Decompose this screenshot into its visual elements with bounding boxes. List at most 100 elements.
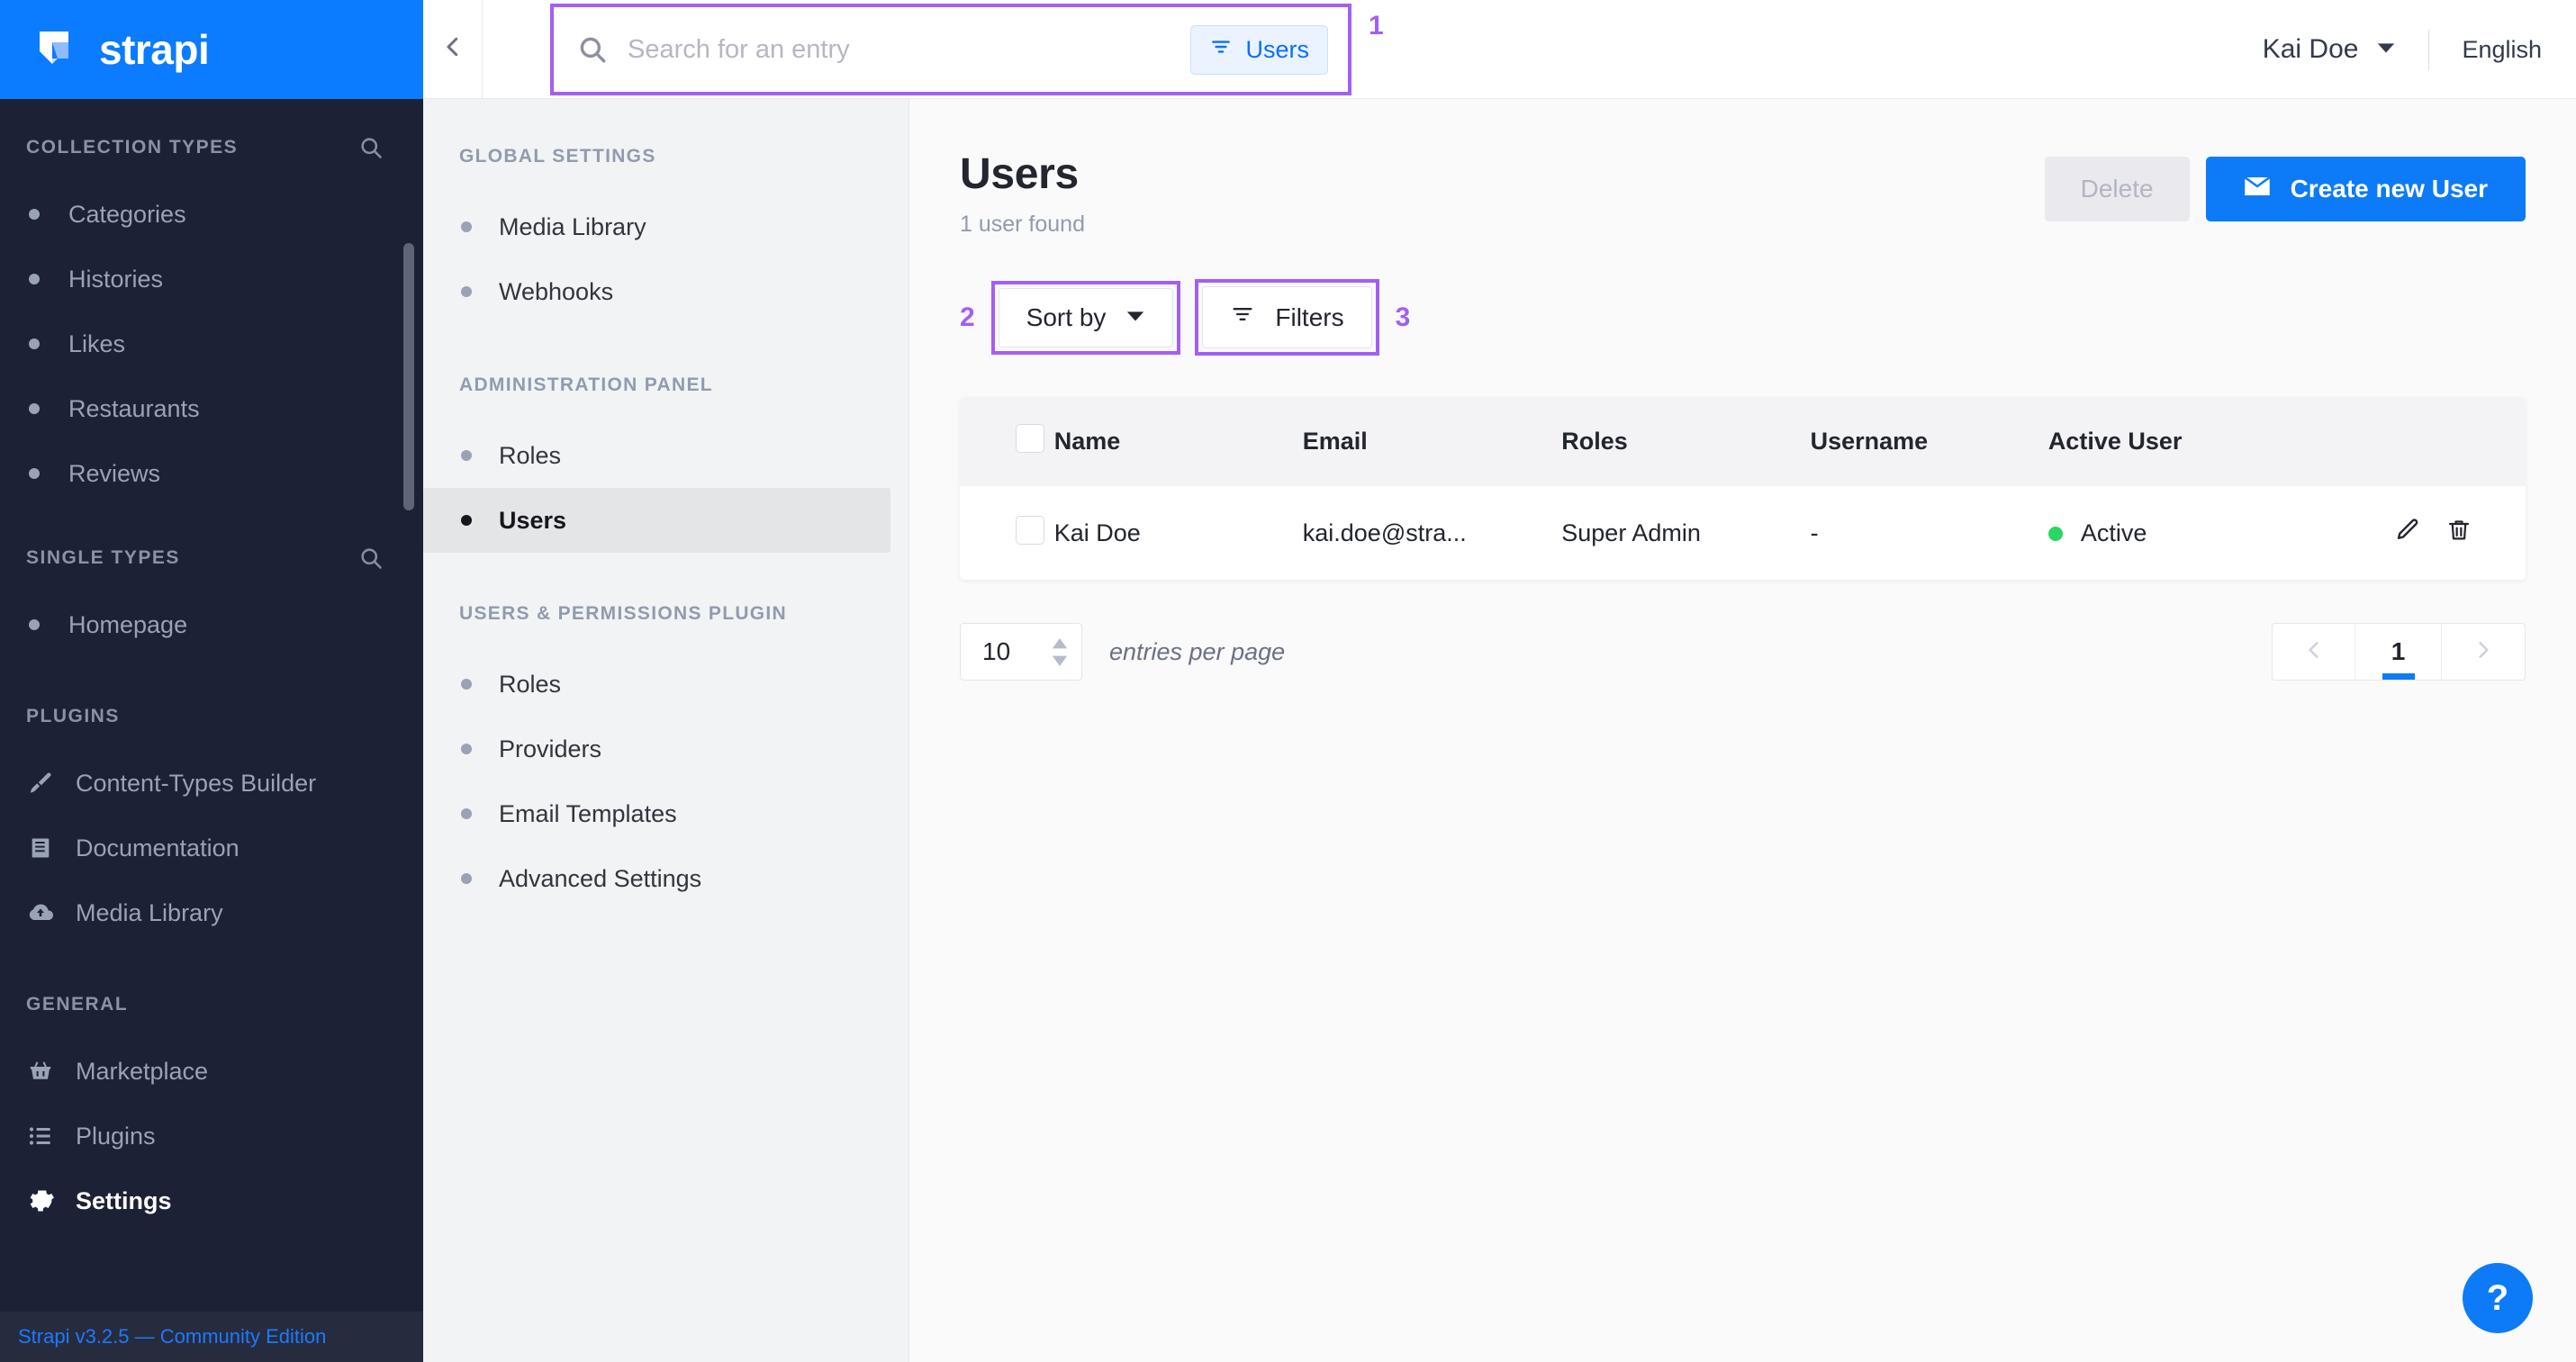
table-row[interactable]: Kai Doe kai.doe@stra... Super Admin - Ac… (960, 486, 2526, 580)
user-menu[interactable]: Kai Doe (2263, 34, 2429, 65)
subnav-item-providers[interactable]: Providers (423, 717, 890, 781)
sidebar-item-settings[interactable]: Settings (0, 1168, 423, 1233)
search-input[interactable] (628, 34, 1191, 65)
subnav-item-roles-admin[interactable]: Roles (423, 423, 890, 488)
language-selector[interactable]: English (2462, 35, 2542, 63)
sidebar-item-homepage[interactable]: Homepage (0, 592, 423, 657)
subnav-item-roles-plugin[interactable]: Roles (423, 652, 890, 717)
sidebar-section-collection-types: COLLECTION TYPES Categories (0, 122, 423, 510)
sidebar-item-likes[interactable]: Likes (0, 311, 423, 376)
previous-page-button[interactable] (2273, 624, 2355, 680)
sidebar-item-marketplace[interactable]: Marketplace (0, 1039, 423, 1104)
brand-header[interactable]: strapi (0, 0, 423, 99)
subnav-item-email-templates[interactable]: Email Templates (423, 781, 890, 846)
status-dot-icon (2047, 527, 2063, 542)
subnav-item-label: Roles (499, 441, 562, 469)
subnav-item-label: Media Library (499, 212, 646, 240)
subnav-item-webhooks[interactable]: Webhooks (423, 259, 890, 324)
sidebar-item-media-library[interactable]: Media Library (0, 880, 423, 945)
subnav-item-advanced-settings[interactable]: Advanced Settings (423, 846, 890, 911)
filter-icon (1230, 302, 1255, 333)
delete-button[interactable]: Delete (2044, 157, 2190, 221)
page-number-1[interactable]: 1 (2355, 624, 2442, 680)
bullet-icon (461, 679, 472, 690)
search-icon[interactable] (358, 135, 384, 160)
subnav-section-users-permissions-plugin: USERS & PERMISSIONS PLUGIN Roles Provide… (423, 603, 908, 911)
row-checkbox[interactable] (1016, 515, 1044, 545)
sidebar-item-histories[interactable]: Histories (0, 247, 423, 311)
table-header-row: Name Email Roles Username Active User (960, 397, 2526, 486)
sidebar-section-plugins: PLUGINS Content-Types Builder (0, 691, 423, 945)
caret-down-icon (2376, 38, 2396, 62)
pagination-control: 1 (2272, 623, 2526, 681)
chip-label: Users (1245, 35, 1309, 63)
collapse-sidebar-button[interactable] (423, 0, 483, 99)
annotation-marker-3: 3 (1395, 302, 1411, 332)
subnav-item-users[interactable]: Users (423, 488, 890, 553)
sort-by-annotation-box: Sort by (990, 280, 1181, 355)
status-badge: Active (2080, 519, 2147, 546)
create-new-user-button[interactable]: Create new User (2205, 157, 2526, 221)
subnav-item-media-library[interactable]: Media Library (423, 194, 890, 259)
caret-down-icon (1125, 303, 1145, 332)
column-header-email[interactable]: Email (1302, 428, 1368, 455)
cloud-upload-icon (25, 897, 56, 928)
subnav-section-title: USERS & PERMISSIONS PLUGIN (459, 603, 788, 624)
cell-email: kai.doe@stra... (1302, 519, 1467, 546)
sidebar-section-single-types: SINGLE TYPES Homepage (0, 533, 423, 657)
search-icon[interactable] (358, 546, 384, 571)
sidebar-footer: Strapi v3.2.5 — Community Edition (0, 1312, 423, 1362)
global-search-bar[interactable]: Users (550, 4, 1351, 95)
sidebar-item-content-types-builder[interactable]: Content-Types Builder (0, 751, 423, 816)
sort-by-button[interactable]: Sort by (998, 287, 1174, 347)
pencil-icon[interactable] (2394, 517, 2421, 544)
per-page-value: 10 (982, 637, 1011, 665)
sidebar-scrollbar[interactable] (403, 243, 414, 510)
select-all-header (960, 397, 1054, 486)
sidebar-item-label: Media Library (76, 898, 223, 926)
subnav-item-label: Advanced Settings (499, 864, 702, 892)
bullet-icon (461, 515, 472, 526)
entries-per-page-select[interactable]: 10 (960, 623, 1082, 681)
sidebar-item-reviews[interactable]: Reviews (0, 441, 423, 506)
select-all-checkbox[interactable] (1016, 424, 1044, 453)
filters-annotation-box: Filters (1195, 279, 1379, 356)
section-title: COLLECTION TYPES (26, 137, 239, 158)
per-page-control: 10 entries per page (960, 623, 1285, 681)
bullet-icon (461, 873, 472, 884)
sidebar-item-label: Likes (68, 329, 126, 357)
column-header-username[interactable]: Username (1810, 428, 1929, 455)
cell-roles: Super Admin (1561, 519, 1701, 546)
version-link[interactable]: Strapi v3.2.5 — Community Edition (18, 1325, 327, 1348)
sidebar-item-label: Content-Types Builder (76, 769, 317, 797)
sidebar-item-restaurants[interactable]: Restaurants (0, 376, 423, 441)
section-header: COLLECTION TYPES (0, 122, 423, 173)
page-header: Users 1 user found Delete (960, 149, 2526, 238)
brand-name: strapi (99, 26, 210, 73)
search-filter-chip-users[interactable]: Users (1190, 24, 1328, 75)
column-header-active-user[interactable]: Active User (2047, 428, 2183, 455)
stepper-icon[interactable] (1051, 637, 1069, 666)
trash-icon[interactable] (2446, 518, 2472, 543)
chevron-left-icon (439, 33, 466, 65)
column-header-roles[interactable]: Roles (1561, 428, 1628, 455)
subnav-section-title: ADMINISTRATION PANEL (459, 374, 713, 395)
users-table: Name Email Roles Username Active User (960, 397, 2526, 580)
settings-subnav: GLOBAL SETTINGS Media Library Webhooks A… (423, 99, 909, 1362)
section-title: GENERAL (26, 994, 129, 1015)
next-page-button[interactable] (2442, 624, 2525, 680)
bullet-icon (29, 468, 40, 479)
sidebar-item-plugins[interactable]: Plugins (0, 1104, 423, 1168)
subnav-item-label: Email Templates (499, 799, 677, 827)
envelope-icon (2244, 175, 2271, 203)
sidebar-item-label: Homepage (68, 610, 188, 638)
chevron-left-icon (2302, 638, 2326, 666)
column-header-name[interactable]: Name (1053, 428, 1121, 455)
sidebar-item-categories[interactable]: Categories (0, 182, 423, 247)
filters-button[interactable]: Filters (1202, 286, 1372, 348)
topbar: Users 1 Kai Doe English (423, 0, 2576, 99)
sidebar-item-documentation[interactable]: Documentation (0, 816, 423, 880)
sidebar-item-label: Reviews (68, 459, 161, 487)
help-button[interactable]: ? (2463, 1263, 2533, 1333)
